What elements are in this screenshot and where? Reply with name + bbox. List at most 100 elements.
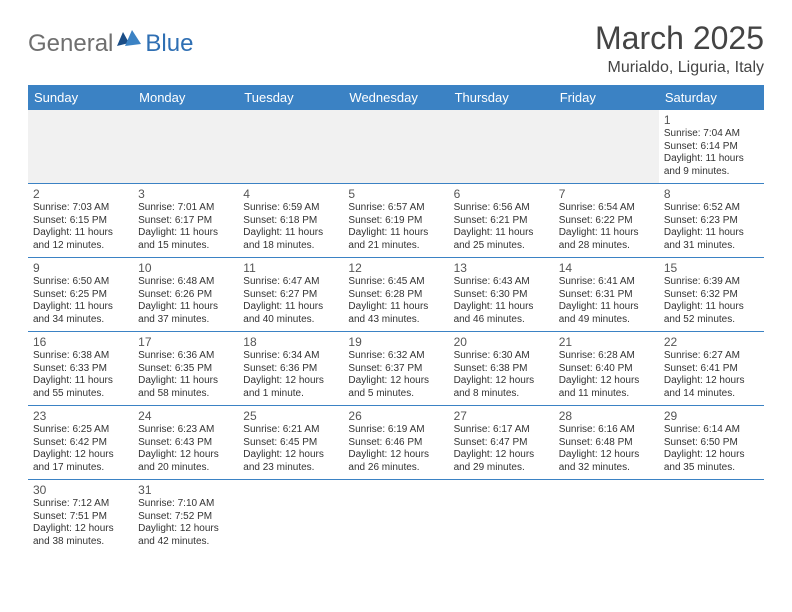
calendar-week-row: 30Sunrise: 7:12 AMSunset: 7:51 PMDayligh… bbox=[28, 480, 764, 554]
calendar-day-cell bbox=[659, 480, 764, 554]
day-header: Friday bbox=[554, 85, 659, 110]
daylight-line: Daylight: 11 hours and 46 minutes. bbox=[454, 301, 549, 326]
calendar-day-cell bbox=[238, 480, 343, 554]
day-number: 7 bbox=[559, 187, 654, 201]
calendar-day-cell: 6Sunrise: 6:56 AMSunset: 6:21 PMDaylight… bbox=[449, 184, 554, 258]
day-number: 28 bbox=[559, 409, 654, 423]
calendar-table: Sunday Monday Tuesday Wednesday Thursday… bbox=[28, 85, 764, 553]
day-details: Sunrise: 6:19 AMSunset: 6:46 PMDaylight:… bbox=[348, 424, 443, 474]
daylight-line: Daylight: 12 hours and 14 minutes. bbox=[664, 375, 759, 400]
day-details: Sunrise: 6:45 AMSunset: 6:28 PMDaylight:… bbox=[348, 276, 443, 326]
calendar-day-cell bbox=[554, 480, 659, 554]
day-details: Sunrise: 6:50 AMSunset: 6:25 PMDaylight:… bbox=[33, 276, 128, 326]
logo-text-general: General bbox=[28, 30, 113, 58]
sunset-line: Sunset: 6:32 PM bbox=[664, 289, 759, 302]
page-title: March 2025 bbox=[595, 20, 764, 57]
logo: General Blue bbox=[28, 30, 193, 58]
sunrise-line: Sunrise: 6:57 AM bbox=[348, 202, 443, 215]
daylight-line: Daylight: 11 hours and 40 minutes. bbox=[243, 301, 338, 326]
daylight-line: Daylight: 11 hours and 43 minutes. bbox=[348, 301, 443, 326]
daylight-line: Daylight: 12 hours and 35 minutes. bbox=[664, 449, 759, 474]
calendar-week-row: 1Sunrise: 7:04 AMSunset: 6:14 PMDaylight… bbox=[28, 110, 764, 184]
daylight-line: Daylight: 11 hours and 18 minutes. bbox=[243, 227, 338, 252]
day-details: Sunrise: 6:14 AMSunset: 6:50 PMDaylight:… bbox=[664, 424, 759, 474]
day-details: Sunrise: 7:04 AMSunset: 6:14 PMDaylight:… bbox=[664, 128, 759, 178]
sunrise-line: Sunrise: 6:23 AM bbox=[138, 424, 233, 437]
calendar-day-cell bbox=[133, 110, 238, 184]
sunset-line: Sunset: 6:37 PM bbox=[348, 363, 443, 376]
day-number: 4 bbox=[243, 187, 338, 201]
day-details: Sunrise: 6:27 AMSunset: 6:41 PMDaylight:… bbox=[664, 350, 759, 400]
location-subtitle: Murialdo, Liguria, Italy bbox=[595, 59, 764, 77]
sunset-line: Sunset: 6:17 PM bbox=[138, 215, 233, 228]
calendar-day-cell: 30Sunrise: 7:12 AMSunset: 7:51 PMDayligh… bbox=[28, 480, 133, 554]
sunset-line: Sunset: 6:33 PM bbox=[33, 363, 128, 376]
sunset-line: Sunset: 6:42 PM bbox=[33, 437, 128, 450]
sunrise-line: Sunrise: 7:10 AM bbox=[138, 498, 233, 511]
sunset-line: Sunset: 6:28 PM bbox=[348, 289, 443, 302]
daylight-line: Daylight: 12 hours and 11 minutes. bbox=[559, 375, 654, 400]
sunrise-line: Sunrise: 7:04 AM bbox=[664, 128, 759, 141]
calendar-day-cell: 12Sunrise: 6:45 AMSunset: 6:28 PMDayligh… bbox=[343, 258, 448, 332]
header: General Blue March 2025 Murialdo, Liguri… bbox=[28, 20, 764, 77]
calendar-day-cell: 18Sunrise: 6:34 AMSunset: 6:36 PMDayligh… bbox=[238, 332, 343, 406]
daylight-line: Daylight: 11 hours and 55 minutes. bbox=[33, 375, 128, 400]
day-number: 18 bbox=[243, 335, 338, 349]
day-details: Sunrise: 6:34 AMSunset: 6:36 PMDaylight:… bbox=[243, 350, 338, 400]
calendar-day-cell: 8Sunrise: 6:52 AMSunset: 6:23 PMDaylight… bbox=[659, 184, 764, 258]
daylight-line: Daylight: 11 hours and 37 minutes. bbox=[138, 301, 233, 326]
day-header: Thursday bbox=[449, 85, 554, 110]
calendar-day-cell: 23Sunrise: 6:25 AMSunset: 6:42 PMDayligh… bbox=[28, 406, 133, 480]
calendar-day-cell bbox=[449, 110, 554, 184]
sunrise-line: Sunrise: 6:43 AM bbox=[454, 276, 549, 289]
daylight-line: Daylight: 12 hours and 29 minutes. bbox=[454, 449, 549, 474]
calendar-week-row: 9Sunrise: 6:50 AMSunset: 6:25 PMDaylight… bbox=[28, 258, 764, 332]
calendar-day-cell bbox=[238, 110, 343, 184]
calendar-day-cell: 25Sunrise: 6:21 AMSunset: 6:45 PMDayligh… bbox=[238, 406, 343, 480]
daylight-line: Daylight: 12 hours and 17 minutes. bbox=[33, 449, 128, 474]
title-area: March 2025 Murialdo, Liguria, Italy bbox=[595, 20, 764, 77]
sunrise-line: Sunrise: 6:21 AM bbox=[243, 424, 338, 437]
calendar-day-cell: 11Sunrise: 6:47 AMSunset: 6:27 PMDayligh… bbox=[238, 258, 343, 332]
calendar-day-cell bbox=[554, 110, 659, 184]
sunset-line: Sunset: 6:26 PM bbox=[138, 289, 233, 302]
sunrise-line: Sunrise: 6:47 AM bbox=[243, 276, 338, 289]
day-number: 22 bbox=[664, 335, 759, 349]
sunset-line: Sunset: 7:51 PM bbox=[33, 511, 128, 524]
day-number: 23 bbox=[33, 409, 128, 423]
day-number: 3 bbox=[138, 187, 233, 201]
sunrise-line: Sunrise: 6:16 AM bbox=[559, 424, 654, 437]
sunrise-line: Sunrise: 6:36 AM bbox=[138, 350, 233, 363]
sunrise-line: Sunrise: 6:56 AM bbox=[454, 202, 549, 215]
day-details: Sunrise: 6:28 AMSunset: 6:40 PMDaylight:… bbox=[559, 350, 654, 400]
day-number: 1 bbox=[664, 113, 759, 127]
day-details: Sunrise: 6:43 AMSunset: 6:30 PMDaylight:… bbox=[454, 276, 549, 326]
sunrise-line: Sunrise: 6:52 AM bbox=[664, 202, 759, 215]
sunset-line: Sunset: 6:18 PM bbox=[243, 215, 338, 228]
day-number: 31 bbox=[138, 483, 233, 497]
sunrise-line: Sunrise: 6:17 AM bbox=[454, 424, 549, 437]
daylight-line: Daylight: 12 hours and 1 minute. bbox=[243, 375, 338, 400]
sunrise-line: Sunrise: 6:41 AM bbox=[559, 276, 654, 289]
calendar-week-row: 23Sunrise: 6:25 AMSunset: 6:42 PMDayligh… bbox=[28, 406, 764, 480]
day-number: 12 bbox=[348, 261, 443, 275]
sunrise-line: Sunrise: 6:39 AM bbox=[664, 276, 759, 289]
daylight-line: Daylight: 11 hours and 9 minutes. bbox=[664, 153, 759, 178]
calendar-day-cell: 4Sunrise: 6:59 AMSunset: 6:18 PMDaylight… bbox=[238, 184, 343, 258]
calendar-day-cell: 28Sunrise: 6:16 AMSunset: 6:48 PMDayligh… bbox=[554, 406, 659, 480]
calendar-day-cell: 7Sunrise: 6:54 AMSunset: 6:22 PMDaylight… bbox=[554, 184, 659, 258]
calendar-day-cell: 10Sunrise: 6:48 AMSunset: 6:26 PMDayligh… bbox=[133, 258, 238, 332]
day-number: 8 bbox=[664, 187, 759, 201]
daylight-line: Daylight: 11 hours and 12 minutes. bbox=[33, 227, 128, 252]
day-details: Sunrise: 6:32 AMSunset: 6:37 PMDaylight:… bbox=[348, 350, 443, 400]
sunrise-line: Sunrise: 6:48 AM bbox=[138, 276, 233, 289]
day-number: 17 bbox=[138, 335, 233, 349]
daylight-line: Daylight: 11 hours and 34 minutes. bbox=[33, 301, 128, 326]
daylight-line: Daylight: 11 hours and 58 minutes. bbox=[138, 375, 233, 400]
day-details: Sunrise: 6:30 AMSunset: 6:38 PMDaylight:… bbox=[454, 350, 549, 400]
day-number: 29 bbox=[664, 409, 759, 423]
day-number: 5 bbox=[348, 187, 443, 201]
sunrise-line: Sunrise: 7:12 AM bbox=[33, 498, 128, 511]
calendar-day-cell: 21Sunrise: 6:28 AMSunset: 6:40 PMDayligh… bbox=[554, 332, 659, 406]
calendar-day-cell: 29Sunrise: 6:14 AMSunset: 6:50 PMDayligh… bbox=[659, 406, 764, 480]
